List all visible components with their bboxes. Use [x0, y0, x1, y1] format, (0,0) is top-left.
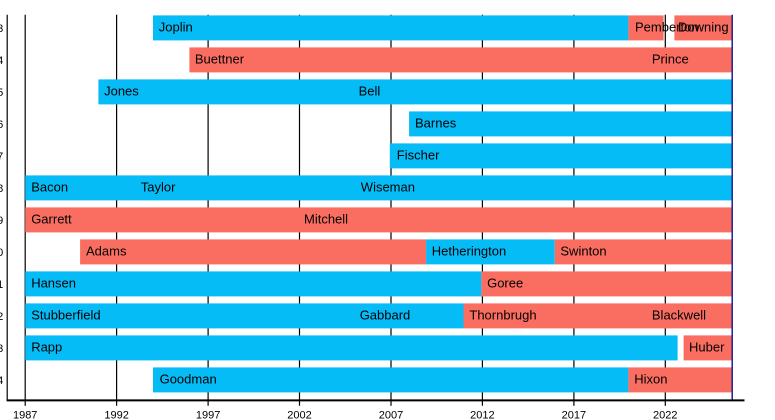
svg-text:10: 10 [0, 247, 3, 259]
svg-text:4: 4 [0, 55, 3, 67]
svg-text:14: 14 [0, 375, 3, 387]
svg-text:Barnes: Barnes [415, 116, 457, 131]
svg-text:Hetherington: Hetherington [432, 244, 506, 259]
svg-text:Downing: Downing [678, 20, 729, 35]
svg-text:Wiseman: Wiseman [361, 180, 415, 195]
svg-text:Joplin: Joplin [159, 20, 193, 35]
svg-text:9: 9 [0, 215, 3, 227]
svg-text:Hixon: Hixon [634, 372, 667, 387]
svg-text:Prince: Prince [652, 52, 689, 67]
svg-text:Swinton: Swinton [560, 244, 606, 259]
svg-text:12: 12 [0, 311, 3, 323]
svg-text:Huber: Huber [689, 340, 725, 355]
svg-text:Jones: Jones [104, 84, 139, 99]
svg-text:Thornbrugh: Thornbrugh [469, 308, 536, 323]
svg-text:Gabbard: Gabbard [360, 308, 411, 323]
svg-text:6: 6 [0, 119, 3, 131]
svg-text:Pemberton: Pemberton [635, 20, 699, 35]
svg-text:13: 13 [0, 343, 3, 355]
svg-text:2007: 2007 [379, 410, 403, 420]
svg-text:Goodman: Goodman [160, 372, 217, 387]
svg-text:Buettner: Buettner [195, 52, 245, 67]
svg-text:Goree: Goree [487, 276, 523, 291]
svg-text:3: 3 [0, 23, 3, 35]
svg-text:2022: 2022 [653, 410, 677, 420]
svg-text:2002: 2002 [287, 410, 311, 420]
svg-text:Hansen: Hansen [31, 276, 76, 291]
svg-text:7: 7 [0, 151, 3, 163]
svg-text:2012: 2012 [470, 410, 494, 420]
svg-text:Garrett: Garrett [31, 212, 72, 227]
svg-text:8: 8 [0, 183, 3, 195]
svg-text:Blackwell: Blackwell [652, 308, 706, 323]
svg-text:1992: 1992 [104, 410, 128, 420]
svg-text:Adams: Adams [86, 244, 127, 259]
svg-text:1987: 1987 [13, 410, 37, 420]
svg-text:1997: 1997 [196, 410, 220, 420]
svg-text:5: 5 [0, 87, 3, 99]
svg-text:Rapp: Rapp [31, 340, 62, 355]
svg-text:2017: 2017 [562, 410, 586, 420]
svg-text:11: 11 [0, 279, 3, 291]
svg-text:Fischer: Fischer [397, 148, 440, 163]
svg-text:Stubberfield: Stubberfield [31, 308, 100, 323]
svg-text:Bacon: Bacon [31, 180, 68, 195]
svg-text:Taylor: Taylor [141, 180, 176, 195]
svg-text:Mitchell: Mitchell [304, 212, 348, 227]
svg-text:Bell: Bell [359, 84, 381, 99]
